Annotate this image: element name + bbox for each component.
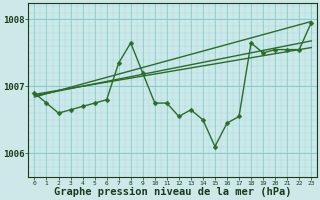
X-axis label: Graphe pression niveau de la mer (hPa): Graphe pression niveau de la mer (hPa) [54,187,292,197]
